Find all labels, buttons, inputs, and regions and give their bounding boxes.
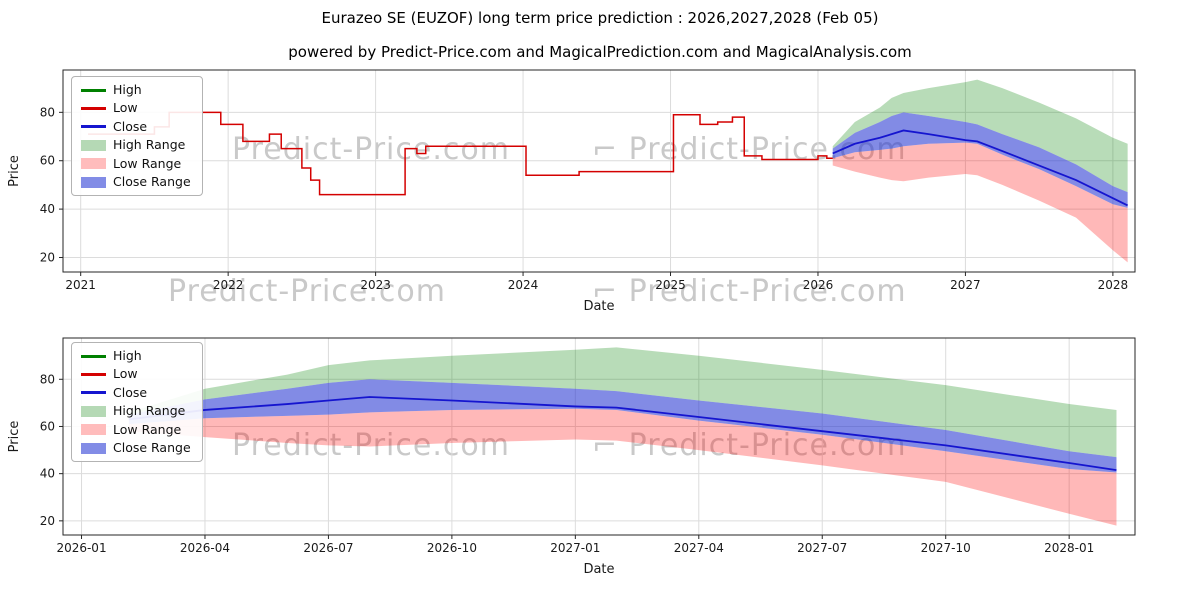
x-axis-label: Date bbox=[583, 562, 614, 577]
legend-item-high: High bbox=[81, 82, 191, 97]
legend-label-high-range: High Range bbox=[113, 403, 186, 419]
x-tick-label: 2027-10 bbox=[921, 541, 971, 555]
legend-swatch-low bbox=[81, 107, 106, 111]
y-tick-label: 60 bbox=[40, 419, 55, 433]
page-subtitle: powered by Predict-Price.com and Magical… bbox=[288, 43, 912, 61]
legend-swatch-high-range bbox=[81, 405, 106, 417]
y-tick-label: 80 bbox=[40, 105, 55, 119]
legend-swatch-low bbox=[81, 373, 106, 377]
x-tick-label: 2026-07 bbox=[303, 541, 353, 555]
legend-item-high-range: High Range bbox=[81, 137, 191, 153]
x-tick-label: 2023 bbox=[360, 278, 391, 292]
legend-swatch-high-range bbox=[81, 139, 106, 151]
legend-swatch-low-range bbox=[81, 424, 106, 436]
watermark-text: Predict-Price.com bbox=[232, 428, 510, 463]
legend-swatch-close bbox=[81, 125, 106, 129]
x-axis-label: Date bbox=[583, 299, 614, 314]
historical-price-line bbox=[88, 111, 833, 196]
x-tick-label: 2021 bbox=[65, 278, 96, 292]
legend-item-low-range: Low Range bbox=[81, 155, 191, 171]
y-axis-label: Price bbox=[7, 155, 22, 187]
close-range-band bbox=[128, 379, 1117, 473]
top-chart-legend: High Low Close High Range Low Range Close Ran… bbox=[71, 76, 203, 197]
low-range-band bbox=[128, 408, 1117, 526]
x-tick-label: 2025 bbox=[655, 278, 686, 292]
page-title: Eurazeo SE (EUZOF) long term price predi… bbox=[321, 9, 879, 27]
watermark-text: Predict-Price.com bbox=[168, 274, 446, 309]
legend-item-high-range: High Range bbox=[81, 403, 191, 419]
legend-label-close: Close bbox=[113, 118, 148, 134]
legend-swatch-close bbox=[81, 391, 106, 395]
plot-border bbox=[62, 69, 1136, 273]
y-tick-label: 40 bbox=[40, 202, 55, 216]
legend-item-close-range: Close Range bbox=[81, 173, 191, 189]
x-tick-label: 2027 bbox=[950, 278, 981, 292]
top-price-chart: 2021 2022 2023 2024 2025 2026 2027 2028 20 40 60 80… bbox=[7, 69, 1136, 314]
y-tick-label: 40 bbox=[40, 467, 55, 481]
y-tick-label: 80 bbox=[40, 372, 55, 386]
legend-label-low: Low bbox=[113, 366, 138, 382]
bottom-price-chart: 2026-01 2026-04 2026-07 2026-10 2027-01 2027-… bbox=[7, 337, 1136, 577]
legend-swatch-high bbox=[81, 88, 106, 92]
legend-item-low: Low bbox=[81, 366, 191, 382]
legend-item-close: Close bbox=[81, 118, 191, 134]
close-prediction-line bbox=[832, 129, 1129, 207]
legend-swatch-high bbox=[81, 354, 106, 358]
watermark-text: ⌐ Predict-Price.com bbox=[592, 274, 907, 309]
low-range-band bbox=[832, 142, 1128, 263]
legend-swatch-close-range bbox=[81, 176, 106, 188]
legend-label-close-range: Close Range bbox=[113, 439, 191, 455]
legend-item-close: Close bbox=[81, 384, 191, 400]
plot-border bbox=[62, 337, 1136, 536]
bottom-chart-legend: High Low Close High Range Low Range Close Ran… bbox=[71, 342, 203, 463]
legend-label-high: High bbox=[113, 82, 142, 97]
legend-label-close-range: Close Range bbox=[113, 173, 191, 189]
legend-label-low-range: Low Range bbox=[113, 155, 182, 171]
y-tick-label: 60 bbox=[40, 154, 55, 168]
legend-label-low: Low bbox=[113, 100, 138, 116]
legend-item-low: Low bbox=[81, 100, 191, 116]
legend-label-close: Close bbox=[113, 384, 148, 400]
legend-swatch-close-range bbox=[81, 442, 106, 454]
y-tick-label: 20 bbox=[40, 250, 55, 264]
legend-item-close-range: Close Range bbox=[81, 439, 191, 455]
x-tick-label: 2026-10 bbox=[427, 541, 477, 555]
legend-label-low-range: Low Range bbox=[113, 421, 182, 437]
x-tick-label: 2028 bbox=[1098, 278, 1129, 292]
x-tick-label: 2022 bbox=[213, 278, 244, 292]
legend-swatch-low-range bbox=[81, 158, 106, 170]
close-range-band bbox=[832, 112, 1128, 208]
legend-item-low-range: Low Range bbox=[81, 421, 191, 437]
x-tick-label: 2027-04 bbox=[674, 541, 724, 555]
x-tick-label: 2026-01 bbox=[56, 541, 106, 555]
x-tick-label: 2024 bbox=[508, 278, 539, 292]
x-tick-label: 2026-04 bbox=[180, 541, 230, 555]
high-range-band bbox=[128, 347, 1117, 458]
x-tick-label: 2028-01 bbox=[1044, 541, 1094, 555]
legend-item-high: High bbox=[81, 348, 191, 363]
legend-label-high: High bbox=[113, 348, 142, 363]
y-tick-label: 20 bbox=[40, 514, 55, 528]
y-axis-label: Price bbox=[7, 421, 22, 453]
x-tick-label: 2026 bbox=[803, 278, 834, 292]
legend-label-high-range: High Range bbox=[113, 137, 186, 153]
close-prediction-line bbox=[128, 396, 1117, 472]
x-tick-label: 2027-01 bbox=[550, 541, 600, 555]
high-range-band bbox=[832, 79, 1128, 193]
x-tick-label: 2027-07 bbox=[797, 541, 847, 555]
